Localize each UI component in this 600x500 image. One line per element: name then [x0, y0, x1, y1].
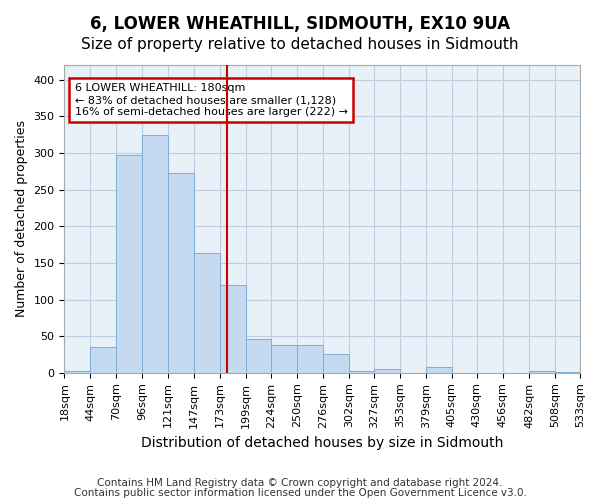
Bar — [194, 254, 220, 373]
Text: Contains HM Land Registry data © Crown copyright and database right 2024.: Contains HM Land Registry data © Crown c… — [97, 478, 503, 488]
Bar — [220, 285, 245, 373]
Bar — [349, 370, 374, 373]
Bar — [296, 345, 323, 373]
Text: Contains public sector information licensed under the Open Government Licence v3: Contains public sector information licen… — [74, 488, 526, 498]
Bar — [116, 155, 142, 373]
Text: 6, LOWER WHEATHILL, SIDMOUTH, EX10 9UA: 6, LOWER WHEATHILL, SIDMOUTH, EX10 9UA — [90, 15, 510, 33]
Bar — [426, 367, 452, 373]
Text: Size of property relative to detached houses in Sidmouth: Size of property relative to detached ho… — [81, 38, 519, 52]
X-axis label: Distribution of detached houses by size in Sidmouth: Distribution of detached houses by size … — [141, 436, 503, 450]
Text: 6 LOWER WHEATHILL: 180sqm
← 83% of detached houses are smaller (1,128)
16% of se: 6 LOWER WHEATHILL: 180sqm ← 83% of detac… — [75, 84, 348, 116]
Bar — [142, 134, 167, 373]
Bar — [374, 369, 400, 373]
Bar — [91, 347, 116, 373]
Bar — [271, 345, 296, 373]
Bar — [245, 339, 271, 373]
Bar — [167, 172, 194, 373]
Bar — [529, 372, 555, 373]
Bar — [64, 372, 91, 373]
Bar — [323, 354, 349, 373]
Y-axis label: Number of detached properties: Number of detached properties — [15, 120, 28, 318]
Bar — [555, 372, 580, 373]
